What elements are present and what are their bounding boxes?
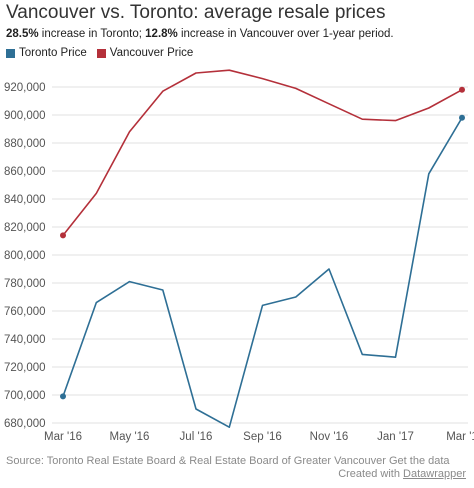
y-tick-label: 780,000 (4, 278, 46, 290)
line-chart: 680,000 700,000 720,000 740,000 760,000 780,0… (4, 69, 474, 443)
series-layer (60, 69, 465, 429)
y-tick-label: 880,000 (4, 138, 46, 150)
series-line-toronto (62, 117, 463, 429)
legend-swatch-vancouver (96, 48, 106, 58)
chart-footer: Source: Toronto Real Estate Board & Real… (6, 455, 468, 468)
x-tick-label: Mar '16 (44, 431, 82, 443)
series-point-vancouver (459, 86, 465, 93)
y-tick-label: 920,000 (4, 82, 46, 94)
datawrapper-link[interactable]: Datawrapper (403, 468, 466, 480)
subtitle-text-a: increase in Toronto; (38, 28, 146, 40)
y-tick-label: 720,000 (4, 362, 46, 374)
x-tick-label: Mar '1 (446, 431, 474, 443)
toronto-increase-pct: 28.5% (6, 28, 39, 40)
series-point-vancouver (60, 232, 66, 239)
created-with-text: Created with (338, 468, 400, 480)
y-tick-label: 680,000 (4, 418, 46, 430)
legend-label-vancouver: Vancouver Price (109, 47, 194, 59)
y-tick-label: 760,000 (4, 306, 46, 318)
series-line-vancouver (62, 69, 463, 236)
y-tick-label: 700,000 (4, 390, 46, 402)
legend-item-toronto[interactable]: Toronto Price (6, 47, 87, 59)
subtitle-text-b: increase in Vancouver over 1-year period… (177, 28, 394, 40)
legend-swatch-toronto (6, 48, 15, 58)
y-tick-label: 800,000 (4, 250, 46, 262)
chart-subtitle: 28.5% increase in Toronto; 12.8% increas… (6, 28, 394, 40)
y-tick-label: 840,000 (4, 194, 46, 206)
y-tick-labels: 680,000 700,000 720,000 740,000 760,000 780,0… (4, 82, 46, 430)
y-tick-label: 860,000 (4, 166, 46, 178)
vancouver-increase-pct: 12.8% (145, 28, 178, 40)
series-point-toronto (459, 114, 465, 121)
series-point-toronto (60, 393, 66, 400)
x-tick-label: Sep '16 (243, 431, 282, 443)
x-tick-label: Jan '17 (377, 431, 414, 443)
grid-layer (52, 86, 468, 424)
chart-title: Vancouver vs. Toronto: average resale pr… (6, 2, 386, 23)
legend-item-vancouver[interactable]: Vancouver Price (96, 47, 194, 59)
legend-label-toronto: Toronto Price (19, 47, 87, 59)
y-tick-label: 820,000 (4, 222, 46, 234)
x-tick-labels: Mar '16 May '16 Jul '16 Sep '16 Nov '16 Jan '… (44, 431, 474, 443)
chart-legend: Toronto Price Vancouver Price (6, 47, 193, 59)
y-tick-label: 900,000 (4, 110, 46, 122)
y-tick-label: 740,000 (4, 334, 46, 346)
x-tick-label: May '16 (110, 431, 150, 443)
x-tick-label: Nov '16 (310, 431, 349, 443)
x-tick-label: Jul '16 (180, 431, 213, 443)
get-data-link[interactable]: Get the data (388, 455, 450, 467)
credit-line: Created with Datawrapper (338, 468, 466, 480)
source-text: Source: Toronto Real Estate Board & Real… (6, 455, 386, 467)
